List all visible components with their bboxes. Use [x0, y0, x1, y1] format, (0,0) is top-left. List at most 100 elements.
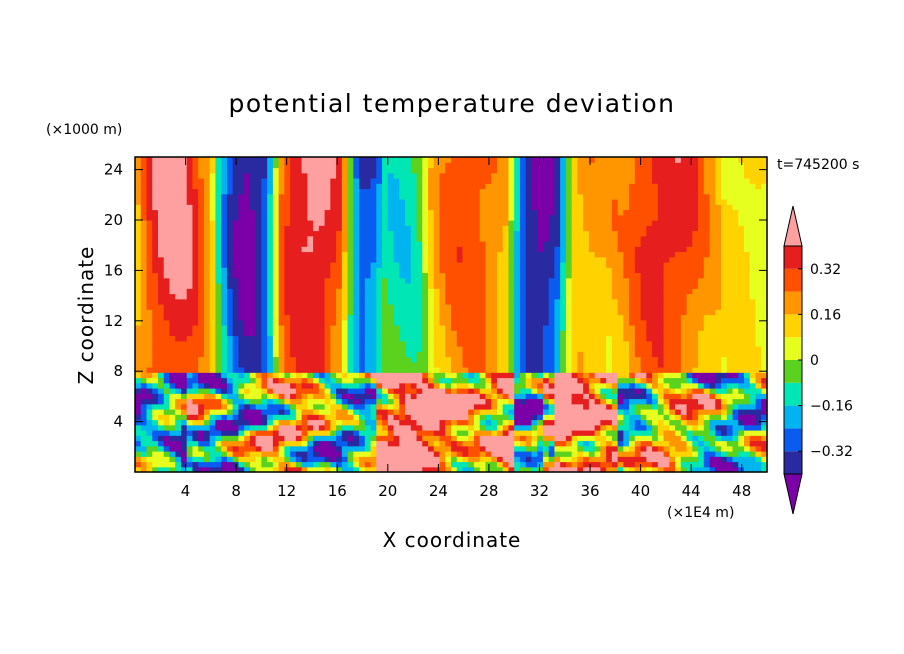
field-cell — [152, 288, 159, 295]
field-cell — [382, 335, 389, 342]
field-cell — [594, 466, 601, 473]
field-cell — [313, 188, 320, 195]
field-cell — [175, 277, 182, 284]
field-cell — [232, 272, 240, 279]
field-cell — [468, 246, 475, 253]
field-cell — [537, 293, 544, 300]
field-cell — [209, 162, 217, 169]
field-cell — [272, 277, 280, 284]
field-cell — [249, 314, 257, 321]
field-cell — [571, 330, 578, 337]
field-cell — [249, 461, 257, 468]
field-cell — [594, 377, 601, 384]
field-cell — [324, 178, 331, 184]
field-cell — [318, 204, 326, 211]
field-cell — [232, 424, 240, 431]
field-cell — [462, 241, 469, 247]
field-cell — [554, 204, 561, 211]
field-cell — [422, 409, 429, 415]
field-cell — [209, 188, 217, 195]
field-cell — [588, 199, 596, 205]
field-cell — [531, 298, 538, 305]
field-cell — [577, 235, 584, 242]
field-cell — [485, 403, 492, 410]
field-cell — [600, 183, 607, 190]
field-cell — [244, 157, 251, 163]
field-cell — [364, 214, 372, 221]
field-cell — [525, 451, 533, 457]
field-cell — [502, 167, 510, 174]
field-cell — [560, 435, 567, 442]
field-cell — [393, 298, 400, 305]
field-cell — [496, 246, 504, 253]
field-cell — [583, 304, 590, 310]
field-cell — [313, 235, 320, 242]
field-cell — [180, 193, 188, 200]
field-cell — [537, 435, 544, 442]
field-cell — [542, 199, 550, 205]
field-cell — [284, 199, 291, 205]
field-cell — [451, 340, 458, 347]
field-cell — [588, 172, 596, 179]
field-cell — [370, 304, 377, 310]
field-cell — [341, 209, 349, 216]
field-cell — [313, 178, 320, 184]
field-cell — [571, 319, 578, 326]
field-cell — [152, 367, 159, 373]
field-cell — [405, 220, 412, 226]
field-cell — [508, 193, 515, 200]
field-cell — [410, 424, 418, 431]
field-cell — [451, 157, 458, 163]
field-cell — [359, 162, 366, 169]
field-cell — [284, 304, 291, 310]
field-cell — [146, 235, 153, 242]
field-cell — [301, 461, 308, 468]
field-cell — [290, 277, 297, 284]
field-cell — [244, 430, 251, 436]
field-cell — [525, 335, 533, 342]
field-cell — [307, 304, 314, 310]
field-cell — [347, 388, 354, 394]
field-cell — [295, 325, 303, 331]
field-cell — [428, 340, 435, 347]
field-cell — [249, 361, 257, 368]
field-cell — [186, 220, 194, 226]
field-cell — [169, 225, 176, 232]
field-cell — [307, 461, 314, 468]
field-cell — [577, 424, 584, 431]
field-cell — [290, 209, 297, 216]
field-cell — [215, 256, 222, 263]
field-cell — [468, 230, 475, 237]
field-cell — [359, 230, 366, 237]
field-cell — [267, 466, 274, 473]
field-cell — [341, 335, 349, 342]
field-cell — [611, 430, 619, 436]
field-cell — [594, 372, 601, 379]
field-cell — [186, 267, 194, 274]
field-cell — [433, 466, 441, 473]
field-cell — [175, 346, 182, 352]
field-cell — [278, 241, 285, 247]
field-cell — [491, 398, 498, 405]
field-cell — [473, 330, 481, 337]
field-cell — [502, 298, 510, 305]
field-cell — [146, 335, 153, 342]
field-cell — [169, 309, 176, 316]
field-cell — [295, 246, 303, 253]
field-cell — [169, 288, 176, 295]
field-cell — [485, 235, 492, 242]
field-cell — [140, 293, 148, 300]
field-cell — [462, 330, 469, 337]
field-cell — [433, 188, 441, 195]
field-cell — [226, 361, 234, 368]
field-cell — [554, 361, 561, 368]
field-cell — [221, 251, 228, 258]
field-cell — [542, 461, 550, 468]
field-cell — [152, 162, 159, 169]
field-cell — [393, 251, 400, 258]
field-cell — [347, 162, 354, 169]
field-cell — [135, 272, 142, 279]
field-cell — [537, 398, 544, 405]
field-cell — [318, 435, 326, 442]
field-cell — [324, 193, 331, 200]
